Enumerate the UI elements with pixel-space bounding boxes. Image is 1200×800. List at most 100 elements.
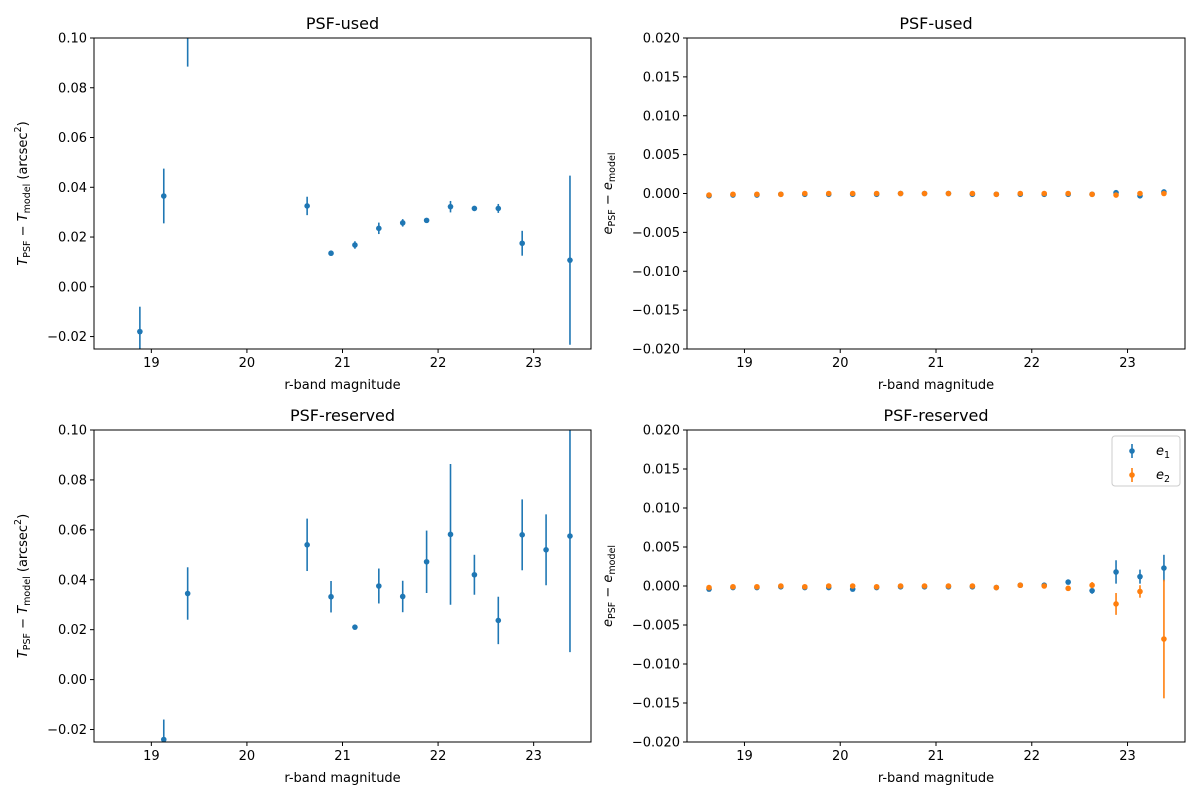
- x-tick-label: 20: [832, 749, 849, 764]
- y-axis-label: TPSF − Tmodel (arcsec2): [13, 514, 33, 658]
- y-tick-label: −0.02: [47, 330, 87, 345]
- data-point: [706, 584, 712, 591]
- data-point: [567, 533, 573, 539]
- data-point: [376, 583, 382, 589]
- data-point: [706, 192, 712, 198]
- data-point: [825, 190, 832, 197]
- y-tick-label: −0.020: [632, 736, 680, 751]
- y-tick-label: −0.015: [632, 697, 680, 712]
- plot-area: [137, 38, 573, 349]
- data-point: [399, 593, 406, 600]
- data-point: [160, 193, 167, 199]
- x-tick-label: 19: [143, 356, 160, 371]
- data-point: [1161, 565, 1167, 571]
- data-point: [1089, 191, 1095, 198]
- data-point: [519, 240, 525, 247]
- x-tick-label: 22: [430, 749, 447, 764]
- data-point: [1017, 582, 1024, 589]
- plot-area: [706, 554, 1167, 699]
- y-tick-label: 0.000: [643, 187, 680, 202]
- data-point: [447, 203, 454, 210]
- x-tick-label: 23: [1119, 356, 1136, 371]
- y-tick-label: 0.04: [58, 573, 87, 588]
- data-point: [1041, 583, 1048, 589]
- y-tick-label: −0.02: [47, 723, 87, 738]
- data-point: [1065, 579, 1071, 585]
- x-tick-label: 22: [1023, 749, 1040, 764]
- data-point: [945, 583, 952, 589]
- y-tick-label: 0.000: [643, 580, 680, 595]
- data-point: [495, 617, 502, 624]
- y-tick-label: −0.020: [632, 343, 680, 358]
- y-tick-label: 0.02: [58, 623, 87, 638]
- y-axis-label: ePSF − emodel: [601, 153, 618, 235]
- data-point: [304, 203, 310, 209]
- data-point: [160, 736, 167, 742]
- x-tick-label: 20: [239, 356, 256, 371]
- data-point: [519, 532, 525, 538]
- data-point: [399, 220, 406, 226]
- data-point: [471, 571, 478, 578]
- data-point: [849, 190, 856, 197]
- data-point: [921, 190, 928, 197]
- x-axis-label: r-band magnitude: [878, 378, 994, 393]
- y-axis-label: TPSF − Tmodel (arcsec2): [13, 121, 33, 265]
- data-point: [543, 547, 549, 553]
- data-point: [897, 583, 904, 589]
- data-point: [352, 242, 358, 248]
- y-tick-label: 0.015: [643, 463, 680, 478]
- y-tick-label: 0.015: [643, 70, 680, 85]
- data-point: [754, 191, 760, 198]
- legend-label-e1: e1: [1156, 444, 1170, 461]
- x-tick-label: 23: [525, 356, 542, 371]
- data-point: [352, 624, 358, 630]
- legend-label-e2: e2: [1156, 468, 1170, 485]
- data-point: [495, 205, 502, 212]
- axes-frame: [93, 37, 592, 350]
- legend-marker: [1129, 448, 1135, 454]
- data-point: [825, 583, 832, 589]
- data-point: [1137, 190, 1143, 197]
- x-tick-label: 20: [832, 356, 849, 371]
- axes-frame: [686, 37, 1186, 350]
- y-tick-label: 0.00: [58, 280, 87, 295]
- data-point: [778, 191, 784, 198]
- x-tick-label: 21: [334, 356, 351, 371]
- y-tick-label: 0.00: [58, 673, 87, 688]
- x-tick-label: 21: [928, 749, 945, 764]
- data-point: [376, 225, 382, 232]
- data-point: [921, 583, 928, 589]
- y-tick-label: 0.020: [643, 424, 680, 439]
- y-tick-label: 0.08: [58, 473, 87, 488]
- y-tick-label: 0.08: [58, 81, 87, 96]
- x-axis-label: r-band magnitude: [284, 771, 400, 786]
- x-tick-label: 23: [1119, 749, 1136, 764]
- y-tick-label: 0.020: [643, 32, 680, 47]
- x-tick-label: 20: [239, 749, 256, 764]
- data-point: [1137, 573, 1143, 580]
- series-e1: [706, 554, 1167, 594]
- data-point: [993, 191, 1000, 198]
- data-point: [471, 205, 478, 212]
- data-point: [1113, 192, 1119, 198]
- panel-t_reserved: PSF-reserved 19 20 21 22 23 −0.02 0.00 0.02 0.04 0…: [13, 406, 592, 786]
- y-tick-label: 0.005: [643, 148, 680, 163]
- y-tick-label: 0.04: [58, 181, 87, 196]
- data-point: [304, 542, 310, 548]
- data-point: [969, 190, 976, 197]
- y-tick-label: −0.005: [632, 226, 680, 241]
- series-e2: [706, 579, 1167, 699]
- y-tick-label: 0.010: [643, 109, 680, 124]
- y-tick-label: −0.005: [632, 619, 680, 634]
- panel-t_used: PSF-used 19 20 21 22 23 −0.02 0.00 0.02 0.04 0.06 0…: [13, 14, 592, 393]
- x-tick-label: 22: [430, 356, 447, 371]
- y-tick-label: 0.005: [643, 541, 680, 556]
- data-point: [754, 583, 760, 590]
- data-point: [1137, 588, 1143, 595]
- series-T: [137, 38, 573, 349]
- x-axis-label: r-band magnitude: [878, 771, 994, 786]
- y-tick-label: −0.010: [632, 658, 680, 673]
- y-axis-label: ePSF − emodel: [601, 545, 618, 627]
- data-point: [993, 584, 1000, 591]
- data-point: [1041, 190, 1048, 197]
